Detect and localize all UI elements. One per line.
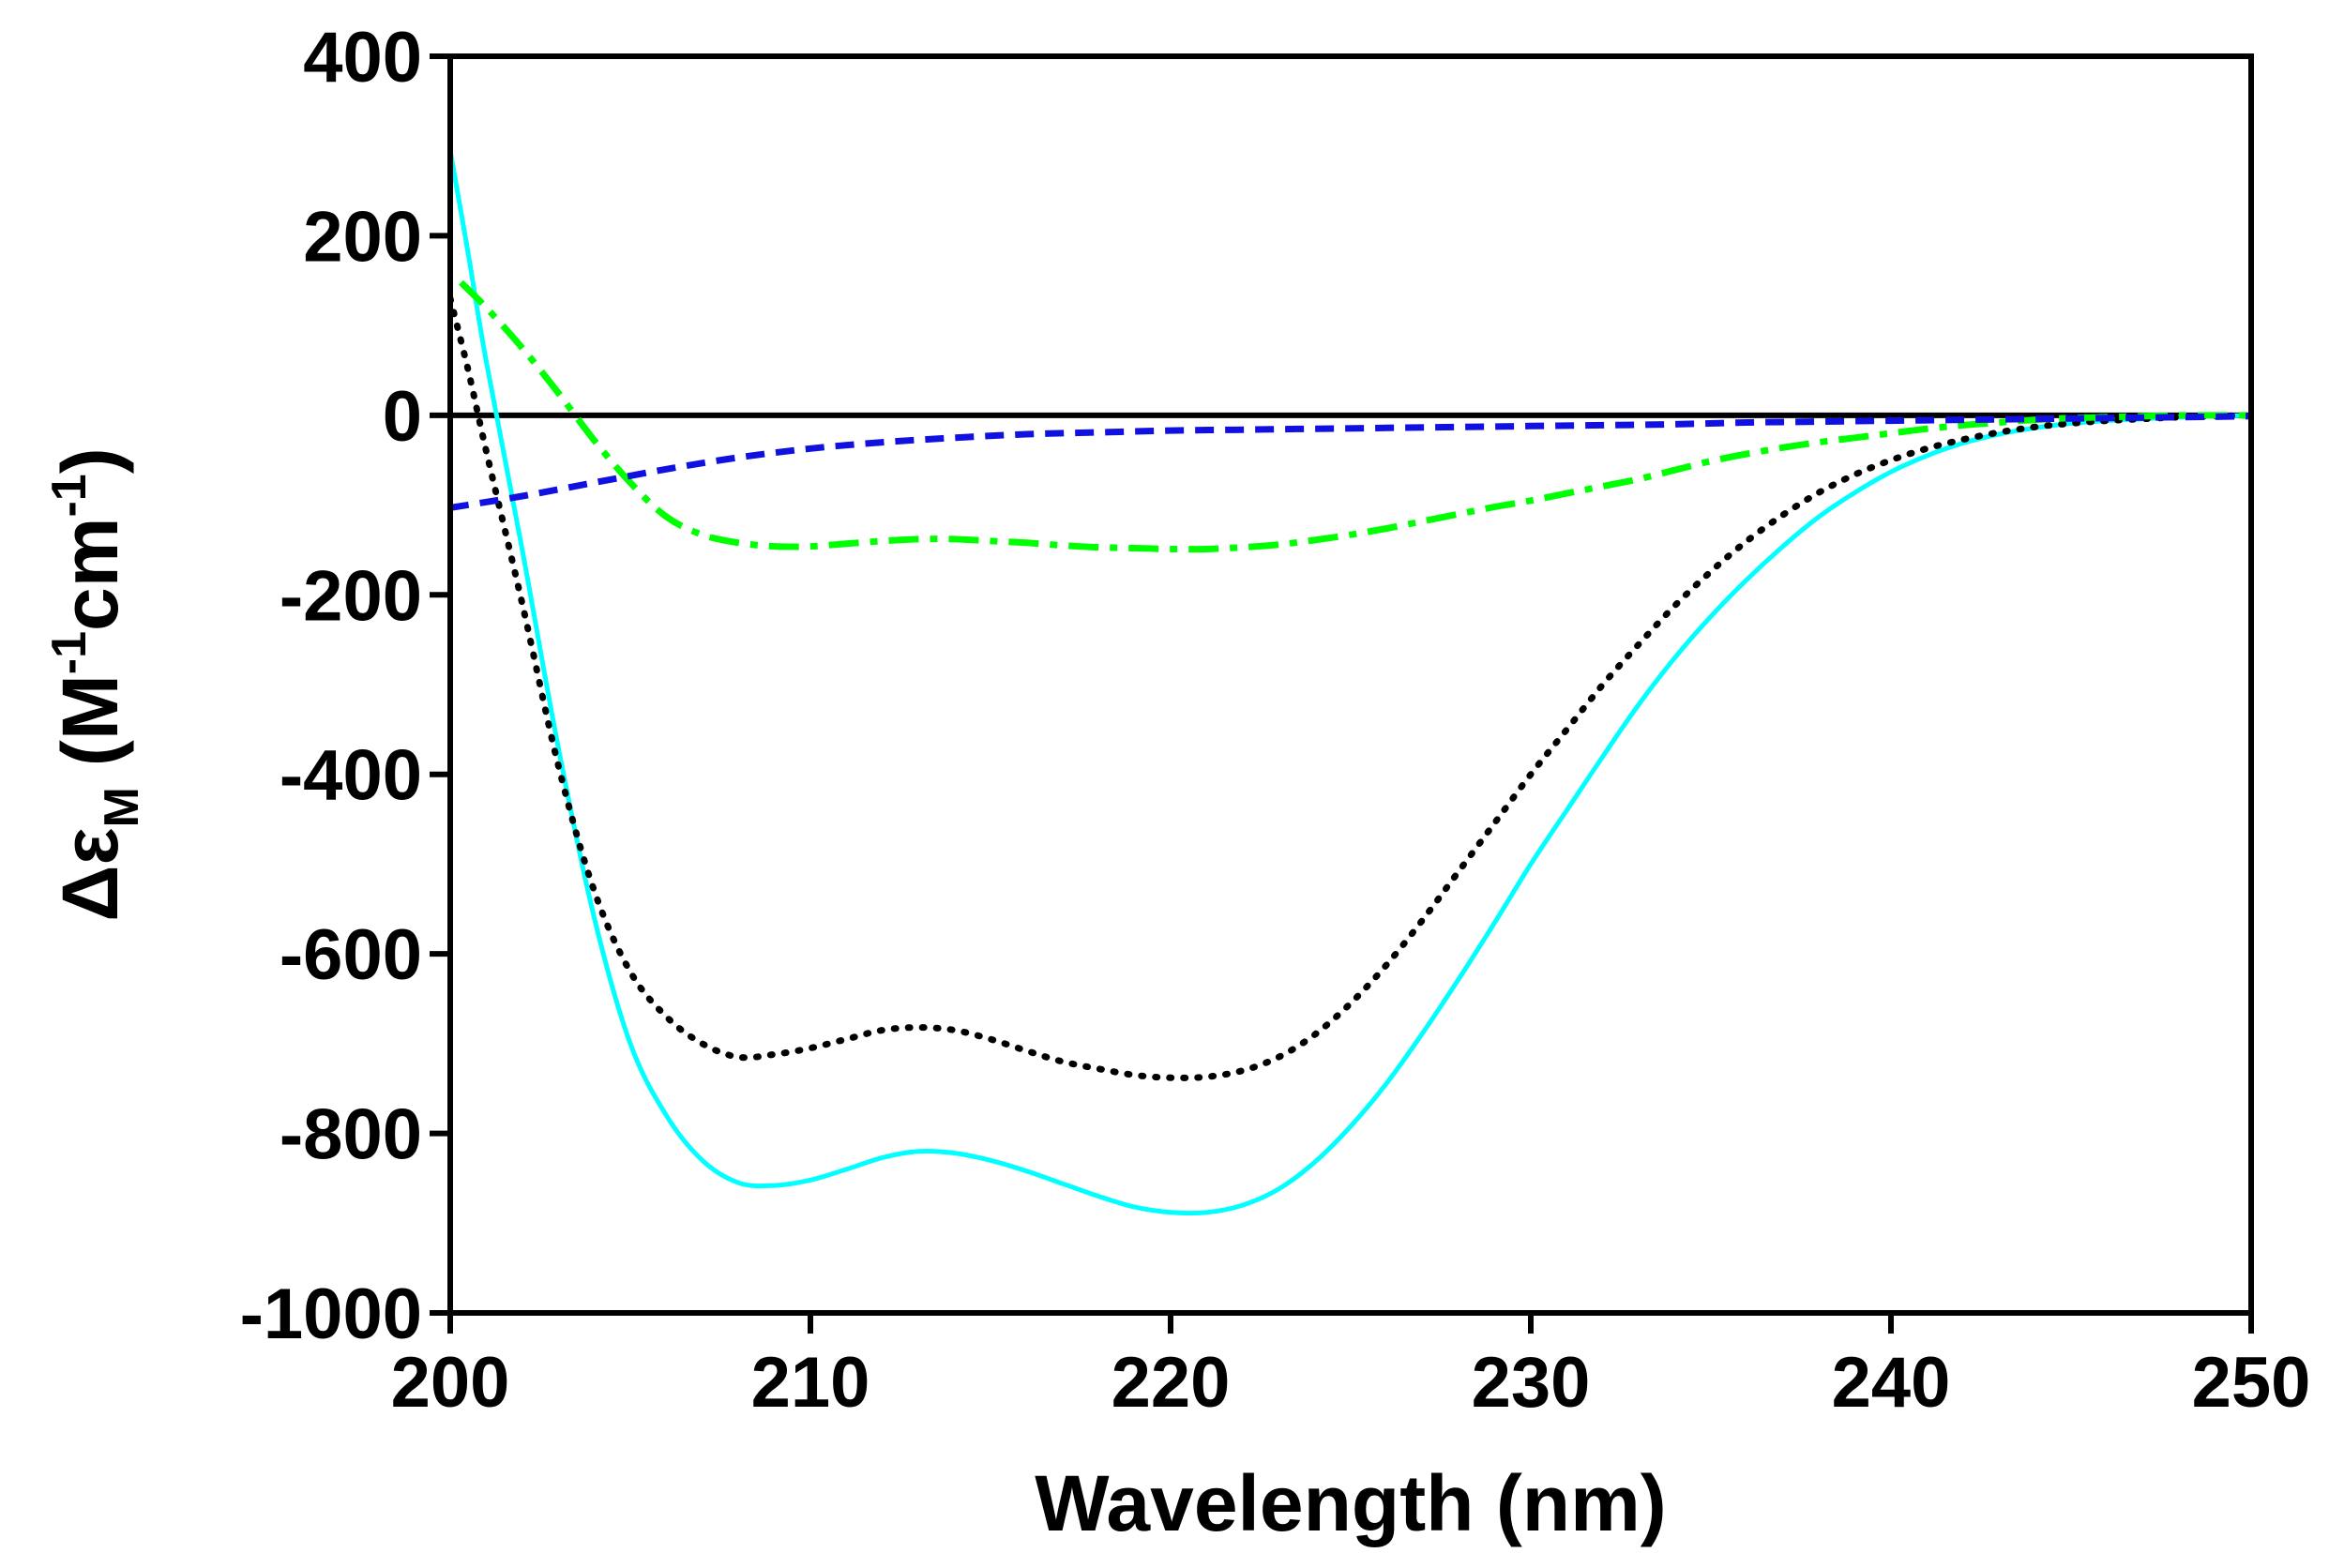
y-tick-label: -600 bbox=[280, 915, 422, 995]
y-tick-label: -1000 bbox=[240, 1274, 422, 1354]
series-line-2 bbox=[459, 279, 2251, 553]
series-line-0 bbox=[450, 150, 2251, 1216]
y-tick-label: -200 bbox=[280, 556, 422, 636]
y-tick-label: -400 bbox=[280, 736, 422, 816]
x-tick-label: 230 bbox=[1472, 1343, 1591, 1423]
y-tick-label: -800 bbox=[280, 1095, 422, 1175]
x-tick-label: 200 bbox=[391, 1343, 510, 1423]
x-tick-label: 250 bbox=[2192, 1343, 2311, 1423]
y-tick-label: 200 bbox=[303, 197, 422, 277]
x-tick-label: 240 bbox=[1832, 1343, 1951, 1423]
series-line-1 bbox=[450, 294, 2251, 1081]
plot-frame bbox=[447, 53, 2254, 1316]
series-line-3 bbox=[450, 413, 2251, 511]
y-tick-label: 400 bbox=[303, 18, 422, 98]
x-tick-label: 220 bbox=[1112, 1343, 1231, 1423]
x-tick-label: 210 bbox=[751, 1343, 870, 1423]
y-tick-label: 0 bbox=[383, 377, 422, 457]
y-axis-title: ΔεM(M-1cm-1) bbox=[42, 447, 149, 921]
x-axis-title: Wavelength (nm) bbox=[1035, 1459, 1667, 1547]
